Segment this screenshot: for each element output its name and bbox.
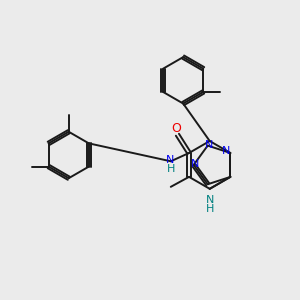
Text: H: H [206,204,214,214]
Text: N: N [191,159,200,169]
Text: N: N [205,140,214,150]
Text: N: N [222,146,231,156]
Text: N: N [166,154,174,165]
Text: N: N [206,195,214,206]
Text: O: O [171,122,181,135]
Text: H: H [167,164,175,174]
